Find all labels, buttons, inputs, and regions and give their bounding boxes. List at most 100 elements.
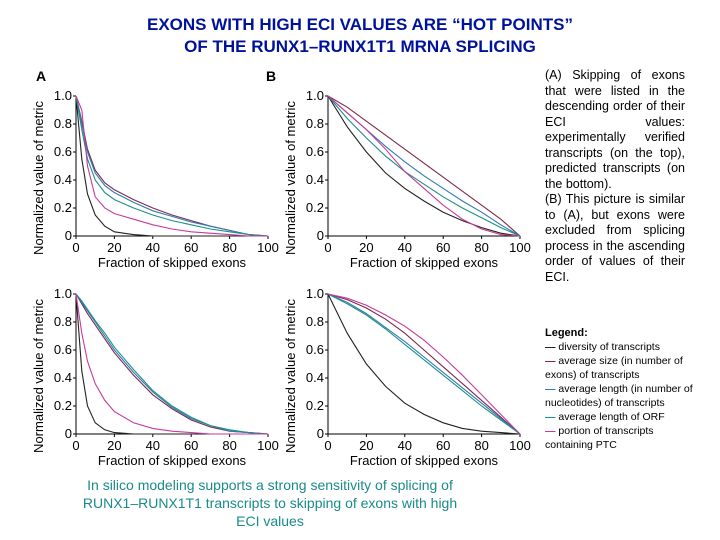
x-tick-label: 40 xyxy=(398,240,412,255)
series-line-3 xyxy=(327,293,521,435)
y-tick-label: 0 xyxy=(317,426,324,441)
series-line-5 xyxy=(327,95,521,237)
y-tick-label: 0.6 xyxy=(54,144,72,159)
chart-b-top: 0 0.2 0.4 0.6 0.8 1.0 0 20 40 60 80 100 Fraction of … xyxy=(282,84,532,274)
y-tick-label: 0.4 xyxy=(54,172,72,187)
legend-item-label: portion of transcripts containing PTC xyxy=(545,425,654,451)
chart-svg: 0 0.2 0.4 0.6 0.8 1.0 0 20 40 60 80 100 Fraction of … xyxy=(31,286,279,468)
y-tick-label: 0.2 xyxy=(306,398,324,413)
series-line-1 xyxy=(75,293,268,435)
x-tick-label: 20 xyxy=(359,438,373,453)
y-axis-label: Normalized value of metric xyxy=(283,101,298,255)
y-axis-label: Normalized value of metric xyxy=(31,101,46,255)
x-axis-label: Fraction of skipped exons xyxy=(98,255,247,270)
x-tick-label: 0 xyxy=(324,438,331,453)
slide-title: EXONS WITH HIGH ECI VALUES ARE “HOT POIN… xyxy=(0,14,720,58)
chart-svg: 0 0.2 0.4 0.6 0.8 1.0 0 20 40 60 80 100 Fraction of … xyxy=(283,286,531,468)
y-tick-label: 0 xyxy=(65,426,72,441)
legend-item-label: average length (in number of nucleotides… xyxy=(545,383,693,409)
x-axis-label: Fraction of skipped exons xyxy=(350,255,499,270)
slide-title-line2: OF THE RUNX1–RUNX1T1 MRNA SPLICING xyxy=(184,37,536,56)
x-tick-label: 100 xyxy=(257,438,279,453)
y-tick-label: 1.0 xyxy=(306,88,324,103)
panel-label-b: B xyxy=(266,68,277,84)
y-tick-label: 0 xyxy=(65,228,72,243)
bottom-caption: In silico modeling supports a strong sen… xyxy=(82,477,458,529)
y-tick-label: 0.4 xyxy=(54,370,72,385)
chart-a-bottom: 0 0.2 0.4 0.6 0.8 1.0 0 20 40 60 80 100 Fraction of … xyxy=(30,282,280,472)
x-tick-label: 60 xyxy=(436,438,450,453)
series-line-3 xyxy=(327,95,521,237)
series-line-5 xyxy=(75,293,268,435)
y-tick-label: 0.6 xyxy=(306,342,324,357)
legend-swatch: — xyxy=(545,411,556,423)
chart-a-top: 0 0.2 0.4 0.6 0.8 1.0 0 20 40 60 80 100 Fraction of … xyxy=(30,84,280,274)
series-line-2 xyxy=(75,293,269,435)
legend-swatch: — xyxy=(545,355,556,367)
x-tick-label: 20 xyxy=(107,438,121,453)
legend-swatch: — xyxy=(545,383,556,395)
series-line-1 xyxy=(327,293,521,435)
legend-title: Legend: xyxy=(545,327,588,339)
panel-label-a: A xyxy=(36,68,47,84)
series-line-4 xyxy=(75,293,269,435)
x-tick-label: 0 xyxy=(72,240,79,255)
legend-swatch: — xyxy=(545,425,556,437)
x-tick-label: 80 xyxy=(474,438,488,453)
series-line-4 xyxy=(75,95,269,237)
x-axis-label: Fraction of skipped exons xyxy=(350,453,499,468)
chart-svg: 0 0.2 0.4 0.6 0.8 1.0 0 20 40 60 80 100 Fraction of … xyxy=(283,88,531,270)
x-tick-label: 80 xyxy=(474,240,488,255)
legend-item-label: diversity of transcripts xyxy=(558,341,660,353)
y-tick-label: 0.4 xyxy=(306,172,324,187)
y-axis-label: Normalized value of metric xyxy=(31,299,46,453)
y-tick-label: 0.2 xyxy=(306,200,324,215)
x-tick-label: 40 xyxy=(146,240,160,255)
y-tick-label: 0 xyxy=(317,228,324,243)
y-tick-label: 0.2 xyxy=(54,200,72,215)
x-tick-label: 20 xyxy=(107,240,121,255)
y-tick-label: 0.2 xyxy=(54,398,72,413)
y-tick-label: 0.8 xyxy=(54,314,72,329)
series-line-4 xyxy=(327,293,521,435)
series-line-4 xyxy=(327,95,521,237)
description-a: (A) Skipping of exons that were listed i… xyxy=(545,68,685,191)
chart-svg: 0 0.2 0.4 0.6 0.8 1.0 0 20 40 60 80 100 Fraction of … xyxy=(31,88,279,270)
legend-swatch: — xyxy=(545,341,556,353)
x-tick-label: 40 xyxy=(146,438,160,453)
x-tick-label: 60 xyxy=(436,240,450,255)
series-line-2 xyxy=(75,95,269,237)
x-tick-label: 0 xyxy=(72,438,79,453)
x-tick-label: 60 xyxy=(184,438,198,453)
chart-b-bottom: 0 0.2 0.4 0.6 0.8 1.0 0 20 40 60 80 100 Fraction of … xyxy=(282,282,532,472)
series-line-2 xyxy=(327,95,521,237)
x-tick-label: 80 xyxy=(222,438,236,453)
y-tick-label: 0.4 xyxy=(306,370,324,385)
x-tick-label: 100 xyxy=(509,438,531,453)
x-tick-label: 80 xyxy=(222,240,236,255)
y-tick-label: 0.6 xyxy=(306,144,324,159)
legend-item-orf-length: — average length of ORF xyxy=(545,410,695,424)
y-tick-label: 0.6 xyxy=(54,342,72,357)
x-tick-label: 100 xyxy=(509,240,531,255)
series-line-5 xyxy=(75,95,268,237)
y-tick-label: 1.0 xyxy=(54,286,72,301)
x-tick-label: 40 xyxy=(398,438,412,453)
series-line-5 xyxy=(327,293,521,435)
x-tick-label: 20 xyxy=(359,240,373,255)
x-tick-label: 60 xyxy=(184,240,198,255)
series-line-2 xyxy=(327,293,521,435)
legend-item-label: average size (in number of exons) of tra… xyxy=(545,355,683,381)
legend-item-average-size: — average size (in number of exons) of t… xyxy=(545,354,695,382)
series-line-3 xyxy=(75,95,269,237)
series-line-1 xyxy=(327,95,521,237)
y-tick-label: 0.8 xyxy=(306,116,324,131)
legend-item-ptc: — portion of transcripts containing PTC xyxy=(545,424,695,452)
x-axis-label: Fraction of skipped exons xyxy=(98,453,247,468)
series-line-1 xyxy=(75,95,268,237)
legend-item-average-length: — average length (in number of nucleotid… xyxy=(545,382,695,410)
y-tick-label: 1.0 xyxy=(54,88,72,103)
series-line-3 xyxy=(75,293,269,435)
slide-title-line1: EXONS WITH HIGH ECI VALUES ARE “HOT POIN… xyxy=(147,15,573,34)
y-tick-label: 1.0 xyxy=(306,286,324,301)
